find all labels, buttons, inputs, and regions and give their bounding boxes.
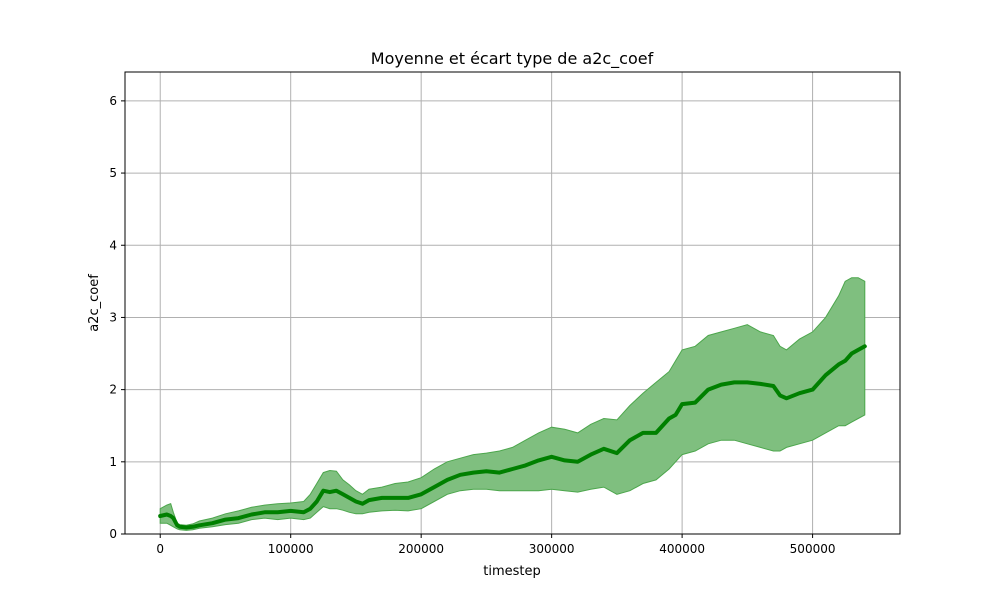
y-tick-label: 2: [109, 383, 117, 397]
y-tick-label: 3: [109, 310, 117, 324]
std-band-layer: [159, 277, 866, 531]
mean-line-layer: [158, 344, 867, 530]
grid-lines: [125, 72, 900, 535]
y-axis-ticks: 0 1 2 3 4 5 6: [109, 94, 125, 541]
y-tick-label: 5: [109, 166, 117, 180]
y-tick-label: 1: [109, 455, 117, 469]
x-tick-label: 400000: [659, 542, 705, 556]
y-tick-label: 6: [109, 94, 117, 108]
x-tick-label: 100000: [268, 542, 314, 556]
x-tick-label: 0: [156, 542, 164, 556]
y-axis-label: a2c_coef: [87, 274, 102, 332]
x-tick-label: 500000: [790, 542, 836, 556]
x-tick-label: 200000: [398, 542, 444, 556]
plot-frame: [124, 71, 901, 535]
mean-line: [158, 344, 867, 530]
y-tick-label: 0: [109, 527, 117, 541]
y-tick-label: 4: [109, 238, 117, 252]
chart-title: Moyenne et écart type de a2c_coef: [371, 49, 654, 69]
x-axis-ticks: 0 100000 200000 300000 400000 500000: [156, 534, 835, 556]
x-tick-label: 300000: [529, 542, 575, 556]
std-deviation-band: [159, 277, 866, 531]
x-axis-label: timestep: [483, 564, 541, 579]
